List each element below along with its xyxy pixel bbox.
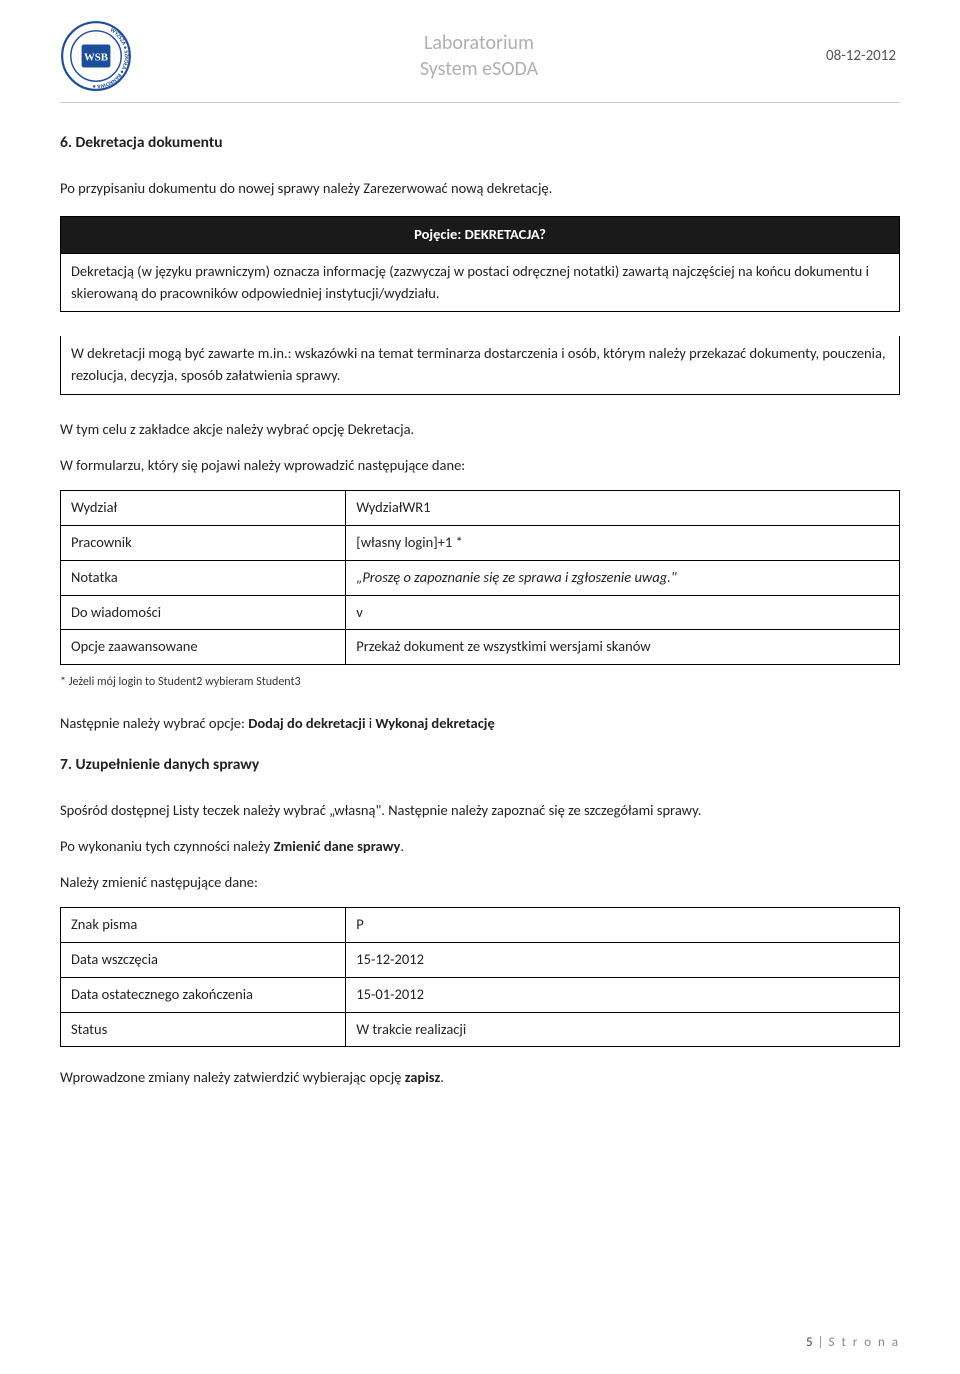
section6-form-table: Wydział WydziałWR1 Pracownik [własny log… bbox=[60, 490, 900, 665]
table-row: Data wszczęcia 15-12-2012 bbox=[61, 943, 900, 978]
form-value: [własny login]+1 * bbox=[346, 526, 900, 561]
header-title: Laboratorium System eSODA bbox=[132, 30, 826, 82]
table-row: Pracownik [własny login]+1 * bbox=[61, 526, 900, 561]
svg-text:WSB: WSB bbox=[84, 51, 108, 63]
footer-sep: | bbox=[818, 1335, 829, 1350]
closing7-bold: zapisz bbox=[405, 1068, 441, 1086]
closing7-prefix: Wprowadzone zmiany należy zatwierdzić wy… bbox=[60, 1068, 405, 1086]
form-value: Przekaż dokument ze wszystkimi wersjami … bbox=[346, 630, 900, 665]
form-value: W trakcie realizacji bbox=[346, 1012, 900, 1047]
form-key: Pracownik bbox=[61, 526, 346, 561]
form-value: P bbox=[346, 908, 900, 943]
form-value: 15-01-2012 bbox=[346, 977, 900, 1012]
form-key: Znak pisma bbox=[61, 908, 346, 943]
header-date: 08-12-2012 bbox=[826, 45, 900, 68]
section6-after-concept: W tym celu z zakładce akcje należy wybra… bbox=[60, 419, 900, 441]
closing-bold-2: Wykonaj dekretację bbox=[375, 714, 494, 732]
form-key: Data wszczęcia bbox=[61, 943, 346, 978]
p2-suffix: . bbox=[400, 837, 404, 855]
table-row: Znak pisma P bbox=[61, 908, 900, 943]
form-value: „Proszę o zapoznanie się ze sprawa i zgł… bbox=[346, 560, 900, 595]
concept-body-1: Dekretacją (w języku prawniczym) oznacza… bbox=[60, 254, 900, 313]
table-row: Do wiadomości v bbox=[61, 595, 900, 630]
form-value: 15-12-2012 bbox=[346, 943, 900, 978]
form-key: Notatka bbox=[61, 560, 346, 595]
section7-p3: Należy zmienić następujące dane: bbox=[60, 872, 900, 894]
section7-closing: Wprowadzone zmiany należy zatwierdzić wy… bbox=[60, 1067, 900, 1089]
table-row: Data ostatecznego zakończenia 15-01-2012 bbox=[61, 977, 900, 1012]
section6-heading: 6. Dekretacja dokumentu bbox=[60, 131, 900, 154]
closing7-suffix: . bbox=[440, 1068, 444, 1086]
section7-p1: Spośród dostępnej Listy teczek należy wy… bbox=[60, 800, 900, 822]
header-title-line2: System eSODA bbox=[132, 56, 826, 82]
table-row: Notatka „Proszę o zapoznanie się ze spra… bbox=[61, 560, 900, 595]
table-row: Status W trakcie realizacji bbox=[61, 1012, 900, 1047]
form-key: Opcje zaawansowane bbox=[61, 630, 346, 665]
section7-p2: Po wykonaniu tych czynności należy Zmien… bbox=[60, 836, 900, 858]
form-key: Data ostatecznego zakończenia bbox=[61, 977, 346, 1012]
form-value: WydziałWR1 bbox=[346, 491, 900, 526]
header-title-line1: Laboratorium bbox=[132, 30, 826, 56]
table-row: Opcje zaawansowane Przekaż dokument ze w… bbox=[61, 630, 900, 665]
closing-bold-1: Dodaj do dekretacji bbox=[248, 714, 365, 732]
footer-label: S t r o n a bbox=[829, 1335, 900, 1350]
p2-bold: Zmienić dane sprawy bbox=[274, 837, 401, 855]
table-row: Wydział WydziałWR1 bbox=[61, 491, 900, 526]
section6-form-intro: W formularzu, który się pojawi należy wp… bbox=[60, 455, 900, 477]
section7-heading: 7. Uzupełnienie danych sprawy bbox=[60, 753, 900, 776]
concept-title-box: Pojęcie: DEKRETACJA? bbox=[60, 216, 900, 254]
closing-mid: i bbox=[366, 714, 376, 732]
institution-logo: WYŻSZA • SZKOŁA • BANKOWA • WSB bbox=[60, 20, 132, 92]
form-key: Do wiadomości bbox=[61, 595, 346, 630]
form-key: Wydział bbox=[61, 491, 346, 526]
closing-prefix: Następnie należy wybrać opcje: bbox=[60, 714, 248, 732]
page-footer: 5 | S t r o n a bbox=[806, 1333, 900, 1353]
section6-intro: Po przypisaniu dokumentu do nowej sprawy… bbox=[60, 178, 900, 200]
section6-closing: Następnie należy wybrać opcje: Dodaj do … bbox=[60, 713, 900, 735]
form-key: Status bbox=[61, 1012, 346, 1047]
concept-body-2: W dekretacji mogą być zawarte m.in.: wsk… bbox=[60, 336, 900, 395]
page-header: WYŻSZA • SZKOŁA • BANKOWA • WSB Laborato… bbox=[60, 20, 900, 103]
section6-footnote: * Jeżeli mój login to Student2 wybieram … bbox=[60, 673, 900, 691]
section7-form-table: Znak pisma P Data wszczęcia 15-12-2012 D… bbox=[60, 907, 900, 1047]
p2-prefix: Po wykonaniu tych czynności należy bbox=[60, 837, 274, 855]
form-value: v bbox=[346, 595, 900, 630]
page: WYŻSZA • SZKOŁA • BANKOWA • WSB Laborato… bbox=[0, 0, 960, 1374]
page-number: 5 bbox=[806, 1335, 814, 1350]
